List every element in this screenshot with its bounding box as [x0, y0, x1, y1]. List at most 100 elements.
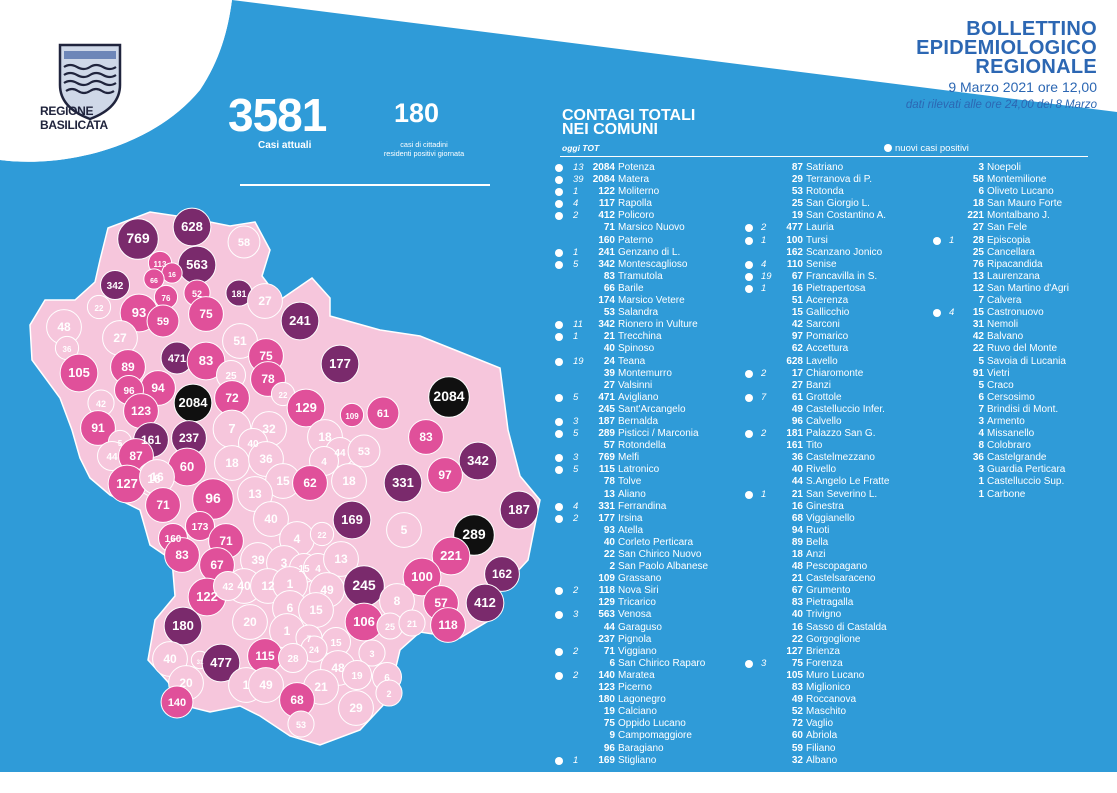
total-cases: 31 [972, 319, 984, 331]
region-name-line1: REGIONE [40, 104, 94, 118]
municipality-name: S.Angelo Le Fratte [806, 476, 890, 488]
municipality-name: Abriola [806, 730, 838, 742]
divider [240, 184, 490, 186]
new-cases: 3 [573, 452, 579, 464]
municipality-name: Colobraro [987, 440, 1031, 452]
total-cases: 22 [603, 549, 615, 560]
map-case-label: 471 [168, 353, 186, 365]
new-cases: 2 [761, 367, 767, 379]
bulletin-date: 9 Marzo 2021 ore 12,00 [948, 79, 1097, 95]
municipality-area [428, 376, 470, 418]
map-case-label: 628 [181, 219, 203, 234]
total-cases: 8 [978, 440, 984, 452]
contagi-subheader: oggi TOT [562, 143, 600, 153]
new-case-dot-icon [745, 272, 753, 281]
municipality-area [386, 512, 422, 548]
municipality-name: Brindisi di Mont. [987, 403, 1059, 415]
new-cases: 19 [761, 270, 772, 282]
total-cases: 67 [791, 585, 803, 597]
map-case-label: 40 [264, 512, 278, 526]
new-case-dot-icon [555, 176, 563, 185]
municipality-name: Tursi [806, 234, 828, 246]
total-cases: 27 [972, 222, 984, 234]
municipality-area [427, 457, 463, 493]
municipality-name: Castelmezzano [806, 452, 875, 464]
municipality-area [286, 388, 326, 428]
map-case-label: 58 [238, 237, 250, 249]
map-case-label: 187 [508, 502, 530, 517]
municipality-name: Castronuovo [987, 307, 1044, 319]
map-case-label: 60 [180, 459, 194, 474]
new-cases: 2 [761, 222, 767, 234]
municipality-name: Banzi [806, 379, 832, 391]
municipality-name: Pescopagano [806, 561, 868, 573]
map-case-label: 15 [309, 603, 323, 617]
municipality-name: Chiaromonte [806, 367, 864, 379]
municipality-area [465, 583, 505, 623]
map-case-label: 21 [407, 619, 417, 629]
map-case-label: 20 [179, 676, 193, 690]
municipality-area [358, 639, 386, 667]
municipality-area [458, 441, 498, 481]
municipality-name: Satriano [806, 162, 844, 173]
new-cases: 2 [573, 645, 579, 657]
new-case-dot-icon [555, 454, 563, 463]
map-case-label: 100 [411, 569, 433, 584]
data-note: dati rilevati alle ore 24,00 del 8 Marzo [905, 99, 1097, 111]
new-case-dot-icon [555, 260, 563, 269]
total-cases: 87 [791, 162, 803, 173]
total-cases: 27 [791, 379, 803, 391]
municipality-name: Castelsaraceno [806, 573, 876, 585]
map-case-label: 32 [262, 422, 276, 436]
municipality-area [186, 341, 226, 381]
map-case-label: 129 [295, 400, 317, 415]
map-case-label: 477 [210, 655, 232, 670]
total-cases: 62 [791, 343, 803, 355]
municipality-name: Cersosimo [987, 391, 1035, 403]
municipality-name: San Chirico Raparo [618, 657, 706, 669]
map-case-label: 16 [150, 470, 164, 484]
title-line3: REGIONALE [975, 56, 1097, 78]
total-cases: 110 [786, 258, 803, 270]
map-case-label: 2084 [433, 388, 464, 404]
municipality-name: Garaguso [618, 621, 662, 633]
total-cases: 83 [603, 270, 615, 282]
map-case-label: 75 [199, 307, 213, 321]
total-cases: 71 [603, 222, 615, 234]
map-case-label: 173 [192, 522, 209, 533]
municipality-area [408, 419, 444, 455]
municipality-area [431, 536, 471, 576]
municipality-name: Potenza [618, 162, 655, 173]
total-cases: 93 [603, 524, 615, 536]
municipality-name: Bernalda [618, 415, 659, 427]
total-cases: 1 [978, 476, 984, 488]
current-cases-label: Casi attuali [258, 140, 312, 151]
total-cases: 5 [978, 355, 984, 367]
municipality-area [185, 511, 215, 541]
municipality-name: Paterno [618, 234, 654, 246]
municipality-name: Trecchina [618, 331, 662, 343]
new-case-dot-icon [555, 417, 563, 426]
municipality-name: Maratea [618, 669, 655, 681]
map-case-label: 113 [154, 260, 167, 269]
map-case-label: 18 [342, 474, 356, 488]
total-cases: 181 [786, 428, 803, 440]
map-case-label: 1 [287, 577, 294, 591]
municipality-area [398, 609, 426, 637]
municipality-name: Sasso di Castalda [806, 621, 887, 633]
total-cases: 39 [603, 367, 615, 379]
total-cases: 6 [978, 391, 984, 403]
municipality-name: Viggianello [806, 512, 855, 524]
municipality-name: Castelluccio Sup. [987, 476, 1065, 488]
map-case-label: 96 [123, 386, 135, 397]
municipality-name: Noepoli [987, 162, 1021, 173]
map-case-label: 180 [172, 618, 194, 633]
municipality-name: Forenza [806, 657, 843, 669]
map-case-label: 48 [57, 320, 71, 334]
municipality-name: Lavello [806, 355, 838, 367]
total-cases: 52 [791, 706, 803, 718]
total-cases: 4 [978, 428, 984, 440]
total-cases: 117 [598, 198, 615, 210]
municipality-name: Roccanova [806, 694, 857, 706]
map-case-label: 16 [168, 272, 176, 279]
